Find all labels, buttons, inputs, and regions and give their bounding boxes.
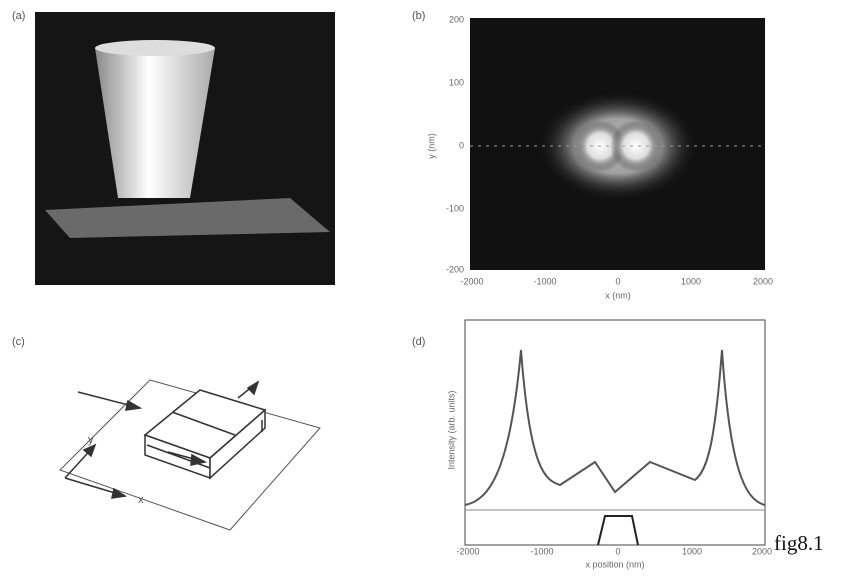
x-tick-label: 2000 — [752, 546, 772, 556]
x-tick-label: -2000 — [456, 546, 479, 556]
y-tick-label: 100 — [449, 77, 464, 87]
x-tick-label: -1000 — [533, 276, 556, 286]
x-tick-label: 0 — [615, 546, 620, 556]
x-tick-label: 0 — [615, 276, 620, 286]
panel-label: (d) — [412, 336, 425, 348]
y-tick-label: -200 — [446, 264, 464, 274]
panel-label: (c) — [12, 336, 25, 348]
y-tick-label: 200 — [449, 14, 464, 24]
x-axis-label: x (nm) — [605, 290, 631, 300]
panel-label: (b) — [412, 10, 425, 22]
x-tick-label: 1000 — [681, 276, 701, 286]
x-tick-label: 2000 — [753, 276, 773, 286]
x-tick-label: -1000 — [530, 546, 553, 556]
tip-top — [95, 40, 215, 56]
axis-label: x — [138, 494, 144, 506]
caption: fig8.1 — [774, 531, 824, 555]
figure: (a) (b) 200 100 0 -100 -200 -2000 -1000 … — [0, 0, 850, 572]
y-tick-label: 0 — [459, 140, 464, 150]
page: (a) (b) 200 100 0 -100 -200 -2000 -1000 … — [0, 0, 850, 577]
y-axis-label: y (nm) — [426, 133, 436, 159]
panel-label: (a) — [12, 10, 25, 22]
x-tick-label: 1000 — [682, 546, 702, 556]
x-axis-label: x position (nm) — [585, 559, 644, 569]
axis-label: y — [88, 434, 94, 446]
y-axis-label: Intensity (arb. units) — [446, 390, 456, 469]
x-tick-label: -2000 — [460, 276, 483, 286]
sample-diagram — [60, 380, 320, 530]
y-tick-label: -100 — [446, 203, 464, 213]
